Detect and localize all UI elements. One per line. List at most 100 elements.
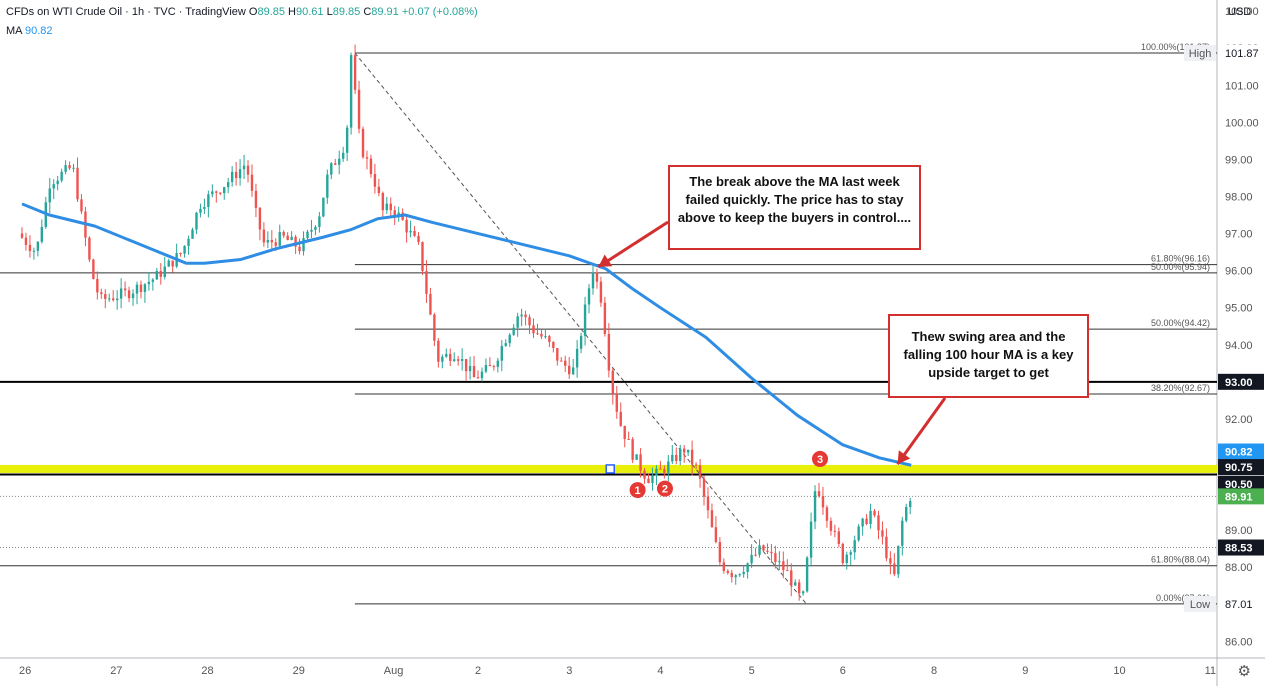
candle-up bbox=[655, 468, 658, 476]
candle-down bbox=[246, 165, 250, 175]
symbol-title[interactable]: CFDs on WTI Crude Oil · 1h · TVC · Tradi… bbox=[6, 6, 246, 18]
candle-up bbox=[516, 316, 519, 328]
gear-icon[interactable]: ⚙ bbox=[1237, 663, 1251, 680]
candle-down bbox=[294, 236, 297, 247]
candle-down bbox=[270, 239, 274, 243]
x-tick-label: 9 bbox=[1022, 665, 1028, 677]
x-tick-label: 6 bbox=[840, 665, 846, 677]
candle-up bbox=[151, 279, 155, 282]
candle-up bbox=[306, 231, 309, 239]
candle-down bbox=[127, 290, 131, 299]
candle-down bbox=[123, 288, 127, 291]
candle-down bbox=[881, 530, 884, 537]
candle-down bbox=[552, 341, 555, 349]
candle-down bbox=[449, 353, 452, 361]
candle-up bbox=[36, 241, 40, 251]
candle-down bbox=[171, 260, 174, 267]
candle-up bbox=[441, 356, 444, 362]
candle-up bbox=[147, 281, 151, 285]
candle-down bbox=[754, 554, 757, 556]
candle-down bbox=[104, 294, 107, 299]
marker-label-3: 3 bbox=[817, 454, 823, 466]
candle-up bbox=[845, 554, 848, 564]
candle-down bbox=[706, 496, 710, 511]
candle-down bbox=[476, 377, 480, 379]
candle-down bbox=[615, 393, 618, 412]
x-tick-label: 11 bbox=[1205, 665, 1216, 677]
candle-up bbox=[48, 188, 51, 203]
candle-up bbox=[801, 591, 805, 594]
candle-up bbox=[187, 238, 190, 246]
candle-up bbox=[278, 232, 281, 246]
ma-header: MA 90.82 bbox=[6, 25, 53, 37]
candle-up bbox=[496, 360, 500, 367]
y-tick-label: 88.00 bbox=[1225, 562, 1253, 574]
ohlc-value-l: 89.85 bbox=[332, 6, 364, 18]
candle-up bbox=[310, 229, 313, 232]
candle-down bbox=[730, 572, 733, 578]
candle-down bbox=[560, 360, 563, 362]
candle-up bbox=[119, 288, 123, 299]
change-value: +0.07 (+0.08%) bbox=[401, 6, 478, 18]
candle-up bbox=[750, 554, 753, 564]
annotation-swing-area: Thew swing area and the falling 100 hour… bbox=[888, 314, 1089, 398]
candle-down bbox=[770, 551, 773, 554]
y-tick-label: 97.00 bbox=[1225, 229, 1253, 241]
candle-down bbox=[556, 348, 559, 361]
fib-level-label: 100.00%(101.87) bbox=[1141, 42, 1210, 52]
candle-down bbox=[833, 530, 837, 532]
y-tick-label: 89.00 bbox=[1225, 525, 1253, 537]
candle-down bbox=[675, 454, 678, 461]
line-anchor-handle[interactable] bbox=[605, 464, 615, 474]
y-tick-label: 86.00 bbox=[1225, 636, 1253, 648]
y-tick-label: 96.00 bbox=[1225, 266, 1253, 278]
price-tag-label: 89.91 bbox=[1225, 491, 1253, 503]
candle-down bbox=[369, 158, 373, 175]
marker-1 bbox=[629, 482, 646, 499]
annotation-arrowhead-1 bbox=[598, 254, 613, 267]
x-tick-label: 26 bbox=[19, 665, 31, 677]
candle-up bbox=[805, 557, 809, 592]
candle-down bbox=[524, 314, 527, 318]
candle-down bbox=[790, 570, 793, 586]
candle-up bbox=[108, 298, 111, 300]
candle-down bbox=[607, 333, 611, 371]
price-tag-bg bbox=[1218, 459, 1264, 476]
candle-down bbox=[627, 438, 630, 440]
candle-up bbox=[635, 454, 638, 460]
candle-down bbox=[405, 219, 408, 233]
currency-label[interactable]: USD bbox=[1228, 6, 1252, 18]
marker-2 bbox=[656, 480, 673, 497]
y-tick-label: 94.00 bbox=[1225, 340, 1253, 352]
candle-up bbox=[869, 510, 872, 524]
candle-up bbox=[32, 250, 36, 252]
x-tick-label: 2 bbox=[475, 665, 481, 677]
candle-down bbox=[96, 278, 99, 293]
candle-up bbox=[199, 208, 202, 213]
y-tick-label: 92.00 bbox=[1225, 414, 1253, 426]
candle-up bbox=[591, 272, 595, 289]
candle-up bbox=[326, 174, 329, 198]
price-tag-label: 90.75 bbox=[1225, 462, 1253, 474]
candle-up bbox=[207, 194, 210, 208]
price-tag-label: 90.82 bbox=[1225, 447, 1253, 459]
candle-down bbox=[219, 192, 222, 194]
candle-up bbox=[520, 314, 523, 317]
candle-up bbox=[480, 371, 484, 379]
candle-down bbox=[112, 298, 115, 301]
candle-down bbox=[417, 235, 420, 243]
fib-level-label: 50.00%(95.94) bbox=[1151, 262, 1210, 272]
candle-down bbox=[762, 545, 765, 551]
annotation-arrow-2 bbox=[896, 397, 947, 465]
ma-label[interactable]: MA bbox=[6, 25, 22, 37]
candle-up bbox=[302, 238, 305, 252]
candle-down bbox=[389, 203, 392, 211]
candle-up bbox=[544, 336, 547, 338]
candle-up bbox=[849, 552, 852, 555]
ohlc-value-o: 89.85 bbox=[257, 6, 289, 18]
candle-down bbox=[433, 314, 436, 341]
candle-up bbox=[266, 239, 270, 243]
x-tick-label: 3 bbox=[566, 665, 572, 677]
candle-up bbox=[135, 284, 139, 294]
candle-up bbox=[651, 475, 654, 484]
